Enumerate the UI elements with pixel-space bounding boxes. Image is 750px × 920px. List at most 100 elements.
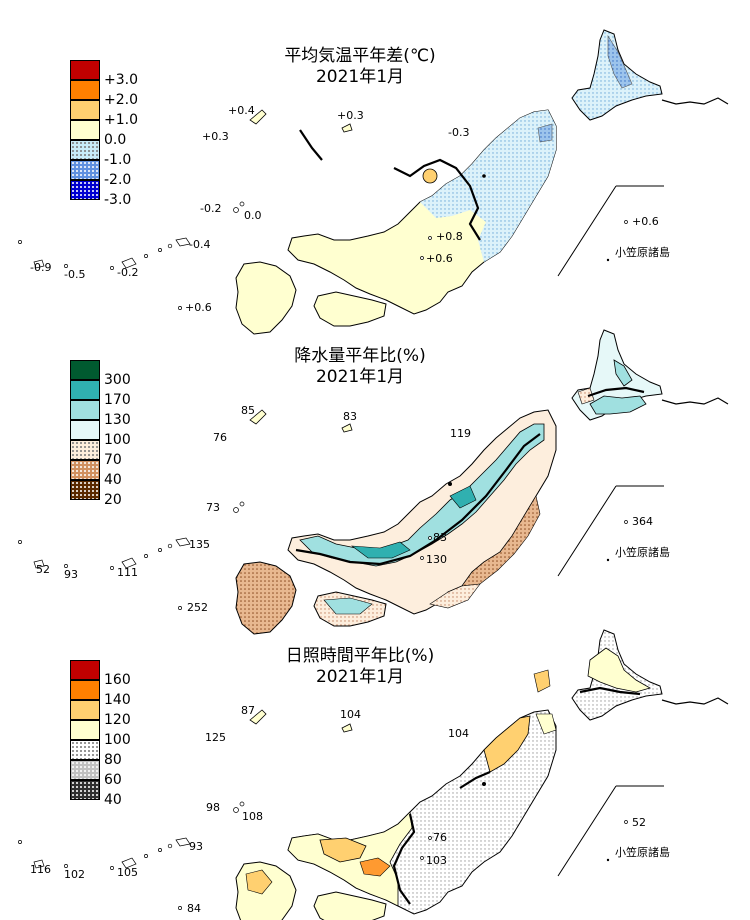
legend-swatch xyxy=(70,760,100,780)
panel-title: 降水量平年比(%) 2021年1月 xyxy=(180,346,540,388)
legend-swatch xyxy=(70,400,100,420)
legend-label: 40 xyxy=(104,792,122,808)
legend-label: +2.0 xyxy=(104,92,138,108)
legend-swatch xyxy=(70,60,100,80)
legend-swatch xyxy=(70,100,100,120)
legend-swatch xyxy=(70,80,100,100)
sunshine-panel: 日照時間平年比(%) 2021年1月 160 140 120 100 80 60 40 xyxy=(0,620,750,920)
station-value: 93 xyxy=(189,840,203,853)
station-value: 108 xyxy=(242,810,263,823)
station-value: 119 xyxy=(450,427,471,440)
panel-title: 日照時間平年比(%) 2021年1月 xyxy=(180,646,540,688)
legend-swatch xyxy=(70,740,100,760)
station-value: -0.2 xyxy=(117,266,138,279)
station-value: 111 xyxy=(117,566,138,579)
station-value: +0.8 xyxy=(436,230,463,243)
legend-swatch xyxy=(70,660,100,680)
title-line2: 2021年1月 xyxy=(315,667,405,687)
legend-swatch xyxy=(70,680,100,700)
station-value: 364 xyxy=(632,515,653,528)
legend-swatch xyxy=(70,460,100,480)
station-value: 52 xyxy=(36,563,50,576)
legend-label: 160 xyxy=(104,672,131,688)
station-value: 104 xyxy=(340,708,361,721)
station-value: 125 xyxy=(205,731,226,744)
legend-label: -1.0 xyxy=(104,152,132,168)
station-value-labels: +0.4 +0.3+0.3 -0.3-0.20.0+0.8+0.6-0.4-0.9-… xyxy=(30,104,670,915)
station-value: 116 xyxy=(30,863,51,876)
title-line2: 2021年1月 xyxy=(315,67,405,87)
station-value: 87 xyxy=(241,704,255,717)
legend-label: 120 xyxy=(104,712,131,728)
legend-label: 0.0 xyxy=(104,132,127,148)
sunshine-map xyxy=(235,629,663,920)
station-value: +0.3 xyxy=(337,109,364,122)
legend-swatch xyxy=(70,160,100,180)
station-value: 252 xyxy=(187,601,208,614)
temperature-map xyxy=(235,29,663,335)
station-value: +0.6 xyxy=(632,215,659,228)
title-line1: 日照時間平年比(%) xyxy=(285,646,435,666)
station-value: 85 xyxy=(241,404,255,417)
title-line1: 平均気温平年差(℃) xyxy=(284,46,436,66)
precipitation-map xyxy=(235,329,663,635)
station-value: 76 xyxy=(213,431,227,444)
legend-label: 100 xyxy=(104,432,131,448)
title-line2: 2021年1月 xyxy=(315,367,405,387)
ogasawara-label: 小笠原諸島 xyxy=(615,545,670,559)
panel-title: 平均気温平年差(℃) 2021年1月 xyxy=(180,46,540,88)
station-value: 102 xyxy=(64,868,85,881)
legend-swatch xyxy=(70,180,100,200)
legend-label: -3.0 xyxy=(104,192,132,208)
station-value: 93 xyxy=(64,568,78,581)
legend-swatch xyxy=(70,720,100,740)
islands-and-insets xyxy=(17,97,729,911)
legend-label: 70 xyxy=(104,452,122,468)
station-value: 130 xyxy=(426,553,447,566)
station-value: -0.5 xyxy=(64,268,85,281)
title-line1: 降水量平年比(%) xyxy=(294,346,426,366)
station-value: -0.3 xyxy=(448,126,469,139)
legend-label: -2.0 xyxy=(104,172,132,188)
legend-swatch xyxy=(70,140,100,160)
legend-label: +3.0 xyxy=(104,72,138,88)
station-value: 104 xyxy=(448,727,469,740)
legend-swatch xyxy=(70,780,100,800)
legend-swatch xyxy=(70,380,100,400)
ogasawara-label: 小笠原諸島 xyxy=(615,245,670,259)
station-value: +0.6 xyxy=(426,252,453,265)
station-value: +0.3 xyxy=(202,130,229,143)
legend-label: 170 xyxy=(104,392,131,408)
legend-swatch xyxy=(70,120,100,140)
legend-swatch xyxy=(70,480,100,500)
legend-label: 140 xyxy=(104,692,131,708)
legend-label: 40 xyxy=(104,472,122,488)
legend-label: 100 xyxy=(104,732,131,748)
legend-label: 20 xyxy=(104,492,122,508)
precipitation-panel: 降水量平年比(%) 2021年1月 300 170 130 100 70 40 20 xyxy=(0,320,750,620)
station-value: 83 xyxy=(343,410,357,423)
legend-label: +1.0 xyxy=(104,112,138,128)
legend-label: 130 xyxy=(104,412,131,428)
legend-label: 300 xyxy=(104,372,131,388)
ogasawara-label: 小笠原諸島 xyxy=(615,845,670,859)
station-value: -0.4 xyxy=(189,238,210,251)
temperature-panel: 平均気温平年差(℃) 2021年1月 +3.0 +2.0 +1.0 0.0 -1.0 -2… xyxy=(0,20,750,320)
station-value: 73 xyxy=(206,501,220,514)
station-value: 84 xyxy=(187,902,201,915)
station-value: +0.6 xyxy=(185,301,212,314)
station-value: -0.2 xyxy=(200,202,221,215)
station-value: 98 xyxy=(206,801,220,814)
station-value: 76 xyxy=(433,831,447,844)
station-value: 105 xyxy=(117,866,138,879)
station-value: 0.0 xyxy=(244,209,262,222)
legend-label: 80 xyxy=(104,752,122,768)
legend-label: 60 xyxy=(104,772,122,788)
station-value: +0.4 xyxy=(228,104,255,117)
station-value: 83 xyxy=(433,531,447,544)
legend-swatch xyxy=(70,360,100,380)
station-value: 135 xyxy=(189,538,210,551)
station-value: -0.9 xyxy=(30,261,51,274)
legend-swatch xyxy=(70,420,100,440)
